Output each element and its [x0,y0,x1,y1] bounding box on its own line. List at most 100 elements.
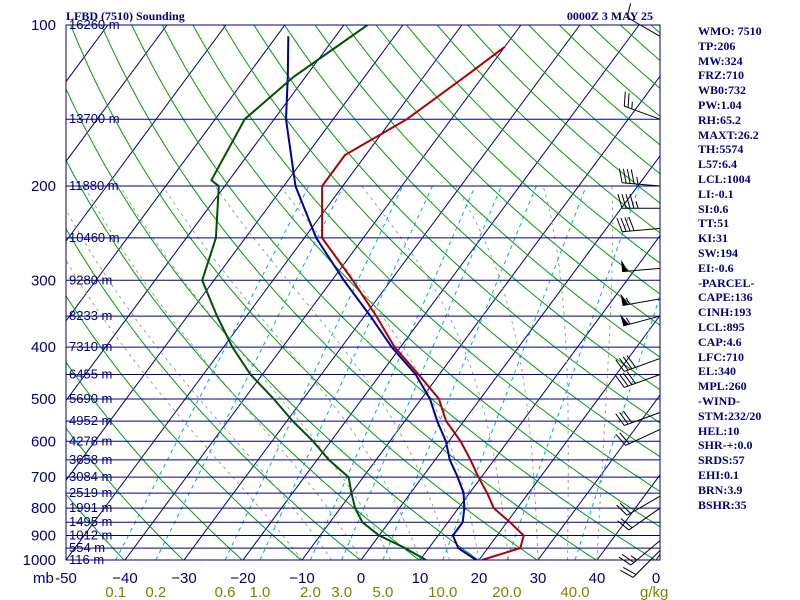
mixing-ratio-line [224,185,404,560]
temperature-tick-label: 30 [530,570,547,587]
wind-barb [615,371,661,388]
chart-title: LFBD (7510) Sounding [66,9,185,23]
wind-barb-staff [624,105,661,120]
wind-barb-feather [622,410,633,424]
isotherm-line [478,314,660,560]
height-level-label: 11880 m [69,178,119,193]
temperature-tick-label: −30 [171,570,196,587]
isotherm-line [183,25,581,560]
dry-adiabat-line [66,295,302,560]
sounding-indices: WMO: 7510 TP:206 MW:324 FRZ:710 WB0:732 PW:1.… [698,24,798,512]
height-level-label: 2519 m [69,485,112,500]
dry-adiabat-line [100,25,598,560]
profile-line-1 [321,46,525,560]
wind-barb-staff [624,412,661,426]
wind-barb-feather [619,374,629,387]
temperature-tick-label: −10 [289,570,314,587]
profile-line-3 [201,25,427,560]
mixing-ratio-tick-label: 40.0 [560,584,589,600]
wind-barb-half-feather [630,555,638,561]
index-item: TH:5574 [698,142,744,157]
height-level-label: 1012 m [69,528,112,543]
index-item: LCL:1004 [698,171,751,186]
pressure-tick-label: 1000 [23,552,56,569]
wind-barb-staff [624,357,661,372]
temperature-tick-label: -50 [55,570,77,587]
mixing-ratio-tick-label: 3.0 [331,584,352,600]
wind-barb-pennant [620,314,630,326]
wind-barb-feather [626,3,632,18]
dry-adiabat-line [253,25,660,424]
wind-barb [615,428,661,446]
profile-line-2 [284,36,477,560]
wind-barb-feather [626,169,631,184]
dry-adiabat-line [192,25,660,493]
height-level-label: 4952 m [69,413,112,428]
wind-barb-staff [628,507,661,531]
pressure-tick-label: 700 [31,469,56,486]
isotherm-line [537,394,660,560]
mixing-ratio-line [341,185,502,560]
wind-barb-feather [622,567,637,575]
index-item: MPL:260 [698,379,747,394]
wind-barb-feather [619,432,630,445]
wind-barb-pennant [620,293,629,306]
moist-adiabat-line [596,186,614,560]
wind-barb-feather [615,434,626,446]
height-level-label: 3084 m [69,469,112,484]
mixing-ratio-line [506,185,640,560]
wind-barb-feather [623,91,626,107]
temperature-tick-label: 0 [357,570,365,587]
index-item: LCL:895 [698,319,745,334]
index-item: FRZ:710 [698,68,744,83]
temperature-tick-label: 20 [471,570,488,587]
isotherm-line [242,25,640,560]
index-item: KI:31 [698,231,728,246]
mixing-ratio-line [442,185,587,560]
wind-barb-feather [624,217,631,232]
wind-barb-staff [625,428,661,446]
wind-barb-feather [617,520,630,531]
height-level-label: 4278 m [69,433,112,448]
dry-adiabat-line [222,25,660,458]
index-item: CINH:193 [698,305,752,320]
mb-unit-label: mb [33,570,54,587]
wind-barb-feather [618,168,623,183]
chart-time: 0000Z 3 MAY 25 [567,9,653,23]
wind-barb-feather [621,194,627,209]
height-level-label: 9280 m [69,272,112,287]
wind-barb-half-feather [625,317,631,325]
wind-barb-half-feather [625,297,630,305]
wind-barb-half-feather [635,201,639,209]
index-item: L57:6.4 [698,157,737,172]
wind-barb-feather [620,569,634,578]
isotherm-line [360,155,660,560]
dry-adiabat-line [406,25,660,264]
wind-barb-feather [615,359,625,372]
isotherm-line [66,25,404,482]
wind-barb-feather [622,356,633,369]
wind-barb-staff [626,495,661,516]
temperature-tick-label: 10 [412,570,429,587]
mixing-ratio-tick-label: 10.0 [428,584,457,600]
index-item: BSHR:35 [698,497,747,512]
height-level-label: 13700 m [69,111,120,126]
wind-barb-feather [619,357,629,371]
index-item: LFC:710 [698,349,744,364]
wind-barbs [615,3,661,578]
pressure-tick-label: 800 [31,500,56,517]
mixing-ratio-line [574,294,660,560]
wind-barb [621,259,661,273]
height-level-label: 1495 m [69,514,112,529]
wind-barb-feather [619,502,631,514]
isotherm-line [66,25,168,163]
wind-barb-feather [617,194,623,209]
index-item: SW:194 [698,245,739,260]
wind-barb-staff [624,373,661,388]
wind-barb-staff [630,540,661,566]
wind-barb-feather [628,216,635,231]
wind-barb-feather [620,217,627,232]
index-item: LI:-0.1 [698,186,734,201]
mixing-ratio-tick-label: 0.2 [145,584,166,600]
mixing-ratio-line [382,185,537,560]
